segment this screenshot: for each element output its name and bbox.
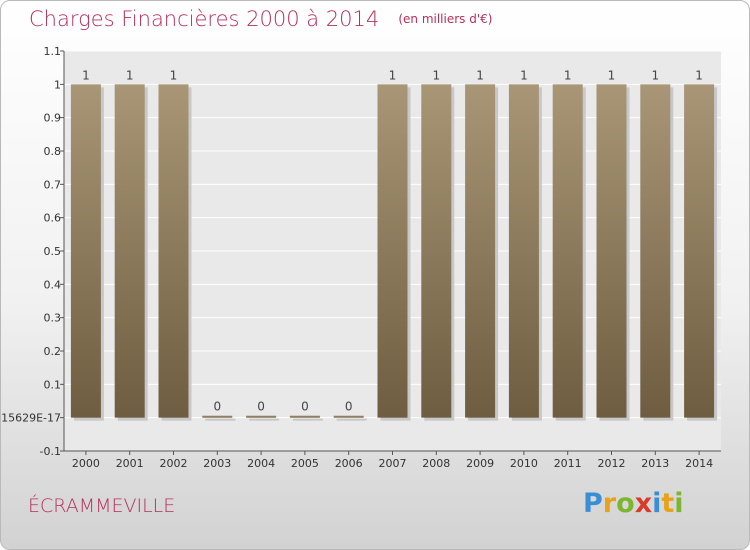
brand-letter: r [602, 488, 617, 519]
bar [552, 84, 583, 418]
brand-letter: t [661, 488, 675, 519]
bar-data-label: 1 [520, 68, 528, 82]
commune-name: ÉCRAMMEVILLE [28, 495, 176, 517]
y-tick-label: -0.1 [40, 445, 61, 458]
bar [684, 84, 715, 418]
bar-data-label: 1 [126, 68, 134, 82]
brand-letter: o [616, 488, 635, 519]
bar-shadow [249, 418, 280, 421]
bar [377, 84, 408, 418]
bar-data-label: 0 [301, 400, 309, 414]
chart-title-text: Charges Financières 2000 à 2014 [29, 7, 380, 31]
y-tick-label: 0.3 [44, 312, 62, 325]
y-tick-label: 0.7 [44, 178, 62, 191]
x-tick-label: 2007 [379, 457, 407, 470]
y-tick-label: 0.2 [44, 345, 62, 358]
bar-data-label: 1 [608, 68, 616, 82]
x-tick-label: 2013 [641, 457, 669, 470]
bar [465, 84, 496, 418]
y-tick-label: 1.1 [44, 45, 62, 58]
x-tick-label: 2000 [72, 457, 100, 470]
y-tick-label: 1 [54, 78, 61, 91]
bar-data-label: 0 [345, 400, 353, 414]
bar-shadow [205, 418, 236, 421]
bar-shadow [336, 418, 367, 421]
bar-data-label: 1 [389, 68, 397, 82]
bar-data-label: 1 [170, 68, 178, 82]
bar [114, 84, 145, 418]
y-tick-label: 0.5 [44, 245, 62, 258]
x-tick-label: 2012 [598, 457, 626, 470]
bar [289, 415, 320, 418]
bar [70, 84, 101, 418]
y-tick-label: 0.9 [44, 112, 62, 125]
bar-shadow [292, 418, 323, 421]
bar-data-label: 1 [564, 68, 572, 82]
x-tick-label: 2010 [510, 457, 538, 470]
bar [158, 84, 189, 418]
x-tick-label: 2005 [291, 457, 319, 470]
bar [246, 415, 277, 418]
bar-data-label: 0 [213, 400, 221, 414]
brand-letter: i [652, 488, 662, 519]
proxiti-logo: Proxiti [583, 488, 684, 519]
bar [333, 415, 364, 418]
x-tick-label: 2004 [247, 457, 275, 470]
x-tick-label: 2008 [422, 457, 450, 470]
bar [202, 415, 233, 418]
bar [508, 84, 539, 418]
y-tick-label: 2.7755575615629E-17 [1, 412, 61, 425]
bar-data-label: 1 [432, 68, 440, 82]
bar-data-label: 1 [82, 68, 90, 82]
x-tick-label: 2006 [335, 457, 363, 470]
bar-data-label: 1 [695, 68, 703, 82]
x-tick-label: 2003 [203, 457, 231, 470]
bar-data-label: 1 [476, 68, 484, 82]
y-tick-label: 0.8 [44, 145, 62, 158]
bar-data-label: 0 [257, 400, 265, 414]
y-tick-label: 0.6 [44, 212, 62, 225]
x-tick-label: 2011 [554, 457, 582, 470]
x-tick-label: 2001 [116, 457, 144, 470]
chart-title: Charges Financières 2000 à 2014 (en mill… [29, 7, 492, 31]
brand-letter: P [583, 488, 603, 519]
bar [640, 84, 671, 418]
x-tick-label: 2009 [466, 457, 494, 470]
x-tick-label: 2002 [160, 457, 188, 470]
brand-letter: x [634, 488, 653, 519]
bar-data-label: 1 [651, 68, 659, 82]
bar [421, 84, 452, 418]
y-tick-label: 0.4 [44, 278, 62, 291]
brand-letter: i [674, 488, 684, 519]
chart-unit-text: (en milliers d'€) [398, 12, 493, 26]
bar [596, 84, 627, 418]
y-tick-label: 0.1 [44, 378, 62, 391]
x-tick-label: 2014 [685, 457, 713, 470]
